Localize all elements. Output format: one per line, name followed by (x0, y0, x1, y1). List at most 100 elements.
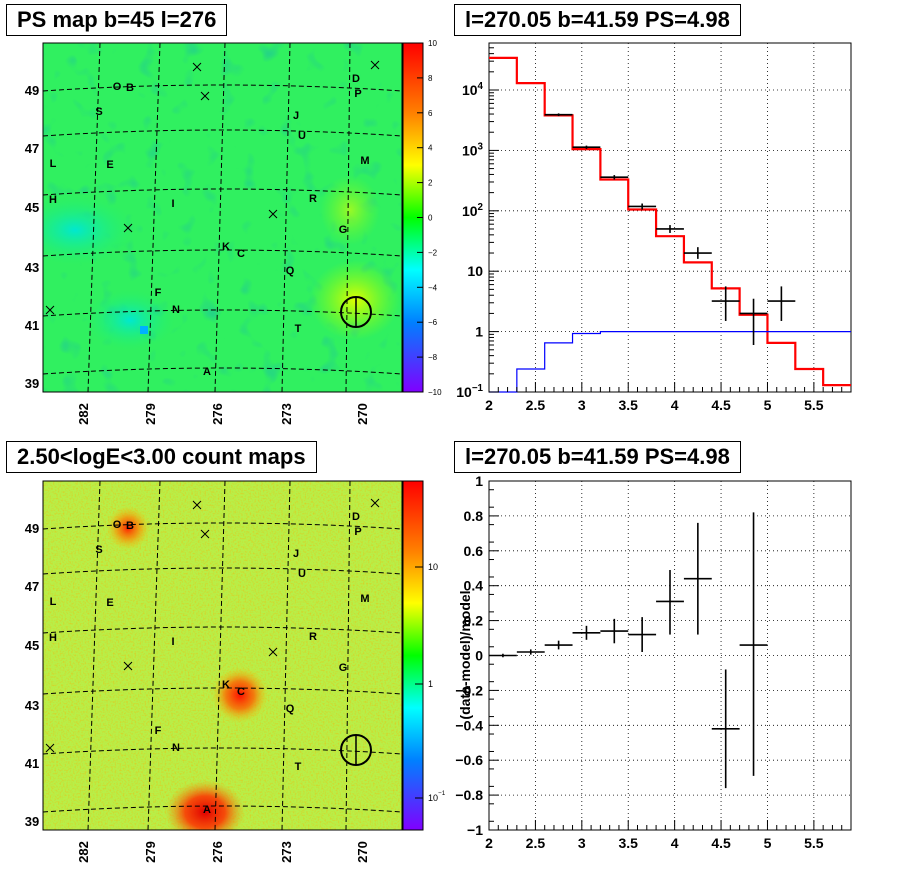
y-tick-label: 49 (25, 83, 39, 98)
count-map-axes: 282 279 276 273 270 49 47 45 43 41 39 (25, 521, 370, 863)
lat-line (42, 129, 403, 137)
lat-line (42, 522, 403, 530)
x-tick-label: 2 (485, 397, 493, 413)
cross-marker (200, 91, 210, 101)
x-tick-label: 270 (355, 841, 370, 863)
lat-line (42, 626, 403, 634)
source-label-t: T (295, 761, 302, 773)
cross-marker (192, 62, 202, 72)
source-label-u: U (298, 568, 306, 580)
y-tick-label: 39 (25, 376, 39, 391)
ps-map-frame (42, 42, 403, 393)
y-tick-label: 45 (25, 638, 39, 653)
colorbar-tick-label: −6 (428, 318, 438, 327)
source-label-o: O (113, 519, 122, 531)
source-label-s: S (95, 544, 102, 556)
x-tick-label: 4 (671, 835, 679, 851)
cross-marker (45, 743, 55, 753)
spectrum-plot (489, 56, 851, 393)
colorbar-tick-label: −4 (428, 283, 438, 292)
y-tick-label: 43 (25, 698, 39, 713)
y-tick-label: −0.4 (455, 717, 483, 733)
colorbar-tick-label: −8 (428, 353, 438, 362)
x-tick-label: 2.5 (526, 835, 546, 851)
x-tick-label: 3 (578, 397, 586, 413)
source-label-j: J (293, 548, 299, 560)
colorbar-tick-label: −2 (428, 248, 438, 257)
x-tick-label: 276 (210, 403, 225, 425)
lon-line (281, 480, 291, 831)
lat-line (42, 188, 403, 196)
x-tick-label: 279 (143, 841, 158, 863)
source-label-k: K (222, 241, 230, 253)
source-label-i: I (171, 636, 174, 648)
source-label-s: S (95, 106, 102, 118)
colorbar-tick-label: 2 (428, 179, 433, 188)
source-label-j: J (293, 110, 299, 122)
source-label-a: A (203, 366, 211, 378)
cross-marker (370, 60, 380, 70)
y-tick-label: 49 (25, 521, 39, 536)
cross-marker (370, 498, 380, 508)
residual-panel: 2 2.5 3 3.5 4 4.5 5 5.5 1 0.8 0.6 0.4 0.2 0 −0.2 −0.4 −0… (455, 473, 852, 851)
lat-line (42, 805, 403, 813)
x-tick-label: 5.5 (804, 397, 824, 413)
spectrum-title: l=270.05 b=41.59 PS=4.98 (454, 4, 741, 36)
ps-map-axes: 282 279 276 273 270 49 47 45 43 41 39 (25, 83, 370, 425)
lat-line (42, 309, 403, 317)
colorbar-tick-label: 10 (428, 562, 438, 572)
y-tick-label: 0.6 (464, 543, 484, 559)
colorbar-tick-label: 8 (428, 74, 433, 83)
lat-line (42, 367, 403, 375)
source-label-o: O (113, 81, 122, 93)
colorbar-tick-label: 10−1 (428, 790, 446, 803)
spectrum-axes: 2 2.5 3 3.5 4 4.5 5 5.5 10−1 1 10 102 103 104 (456, 47, 843, 413)
y-tick-label: −0.6 (455, 752, 483, 768)
source-label-r: R (309, 193, 317, 205)
source-label-m: M (360, 593, 369, 605)
x-tick-label: 5 (764, 397, 772, 413)
count-map-cross-markers (45, 498, 380, 753)
y-tick-label: 10−1 (456, 383, 483, 400)
lon-line (87, 480, 101, 831)
source-label-p: P (354, 88, 361, 100)
spectrum-panel: 2 2.5 3 3.5 4 4.5 5 5.5 10−1 1 10 102 103 104 (456, 42, 852, 413)
count-map-source-labels: O B DP S JU L E M H I R G KC Q FN T A (49, 511, 370, 816)
source-label-l: L (50, 158, 57, 170)
y-tick-label: 47 (25, 579, 39, 594)
count-map-frame (42, 480, 403, 831)
y-tick-label: 41 (25, 318, 39, 333)
y-tick-label: 41 (25, 756, 39, 771)
lat-line (42, 84, 403, 92)
source-label-c: C (237, 686, 245, 698)
ps-map-colorbar (403, 43, 423, 392)
lon-line (87, 42, 101, 393)
y-tick-label: 0.8 (464, 508, 484, 524)
source-label-g: G (339, 224, 348, 236)
source-label-u: U (298, 130, 306, 142)
lat-line (42, 687, 403, 695)
ps-map-colorbar-ticks: 10 8 6 4 2 0 −2 −4 −6 −8 −10 (417, 39, 442, 397)
count-map-colorbar (403, 481, 423, 830)
source-label-d: D (352, 73, 360, 85)
ps-map-coord-grid (42, 42, 403, 393)
lon-line (214, 480, 226, 831)
cross-marker (123, 661, 133, 671)
x-tick-label: 273 (279, 841, 294, 863)
source-label-n: N (172, 742, 180, 754)
y-tick-label: 1 (475, 473, 483, 489)
cross-marker (200, 529, 210, 539)
colorbar-tick-label: 6 (428, 109, 433, 118)
source-label-a: A (203, 804, 211, 816)
ps-map-image (43, 43, 402, 392)
source-label-t: T (295, 323, 302, 335)
x-tick-label: 3.5 (618, 397, 638, 413)
ps-map-panel: O B DP S JU L E M H I R G KC Q FN T A 282 279 276 273 270 49 4… (25, 39, 442, 425)
y-tick-label: 0.4 (464, 578, 484, 594)
y-tick-label: 39 (25, 814, 39, 829)
cross-marker (192, 500, 202, 510)
x-tick-label: 282 (76, 841, 91, 863)
x-tick-label: 5 (764, 835, 772, 851)
lat-line (42, 249, 403, 257)
